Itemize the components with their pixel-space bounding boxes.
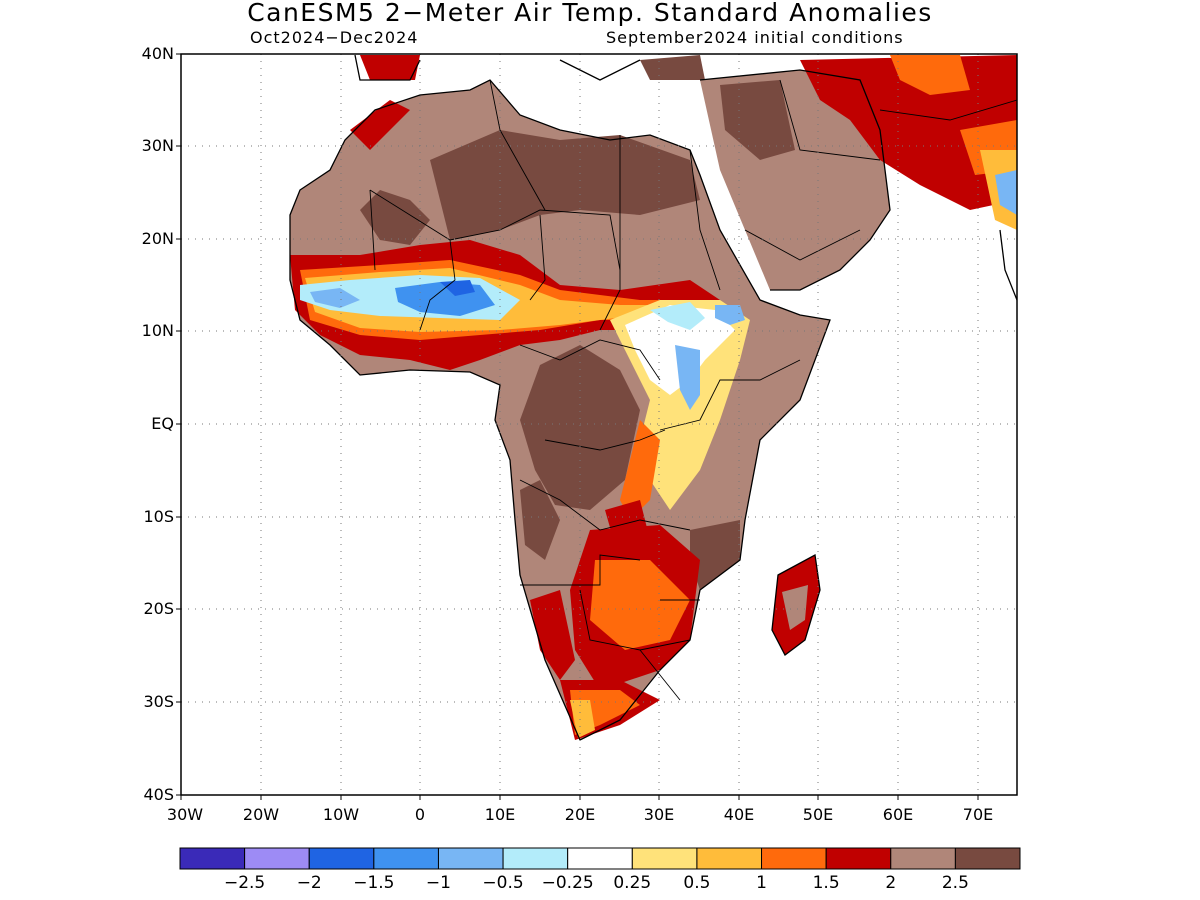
coastlines xyxy=(289,54,1017,741)
colorbar-label: −2.5 xyxy=(223,873,266,893)
colorbar-swatch xyxy=(437,847,504,870)
lon-tick-label: 30E xyxy=(643,805,675,824)
lat-tick-label: 20S xyxy=(143,599,174,618)
lon-tick-label: 20W xyxy=(242,805,280,824)
colorbar-swatch xyxy=(696,847,763,870)
colorbar-swatch xyxy=(761,847,827,870)
colorbar-label: 0.5 xyxy=(683,873,711,893)
colorbar-swatch xyxy=(631,847,698,870)
lat-tick-label: 40N xyxy=(141,44,174,63)
colorbar-label: −0.5 xyxy=(482,873,524,893)
colorbar xyxy=(179,847,1021,870)
colorbar-swatch xyxy=(373,847,439,870)
init-conditions-subtitle: September2024 initial conditions xyxy=(606,28,904,47)
colorbar-label: −0.25 xyxy=(541,873,594,893)
lat-tick-label: 10S xyxy=(143,507,174,526)
colorbar-label: 2 xyxy=(885,873,897,893)
colorbar-label: −1 xyxy=(425,873,451,893)
middle-east-land-shading xyxy=(640,55,1017,290)
colorbar-swatch xyxy=(502,847,569,870)
colorbar-swatch xyxy=(179,847,246,870)
lat-tick-label: 10N xyxy=(141,321,174,340)
lat-tick-label: 20N xyxy=(141,229,174,248)
lon-tick-label: 60E xyxy=(882,805,914,824)
lat-tick-label: 40S xyxy=(143,785,174,804)
period-subtitle: Oct2024−Dec2024 xyxy=(250,28,419,47)
colorbar-swatch xyxy=(825,847,892,870)
colorbar-label: 1.5 xyxy=(812,873,840,893)
colorbar-swatch xyxy=(244,847,310,870)
colorbar-label: −1.5 xyxy=(353,873,395,893)
colorbar-label: 2.5 xyxy=(941,873,969,893)
colorbar-swatch xyxy=(954,847,1021,870)
lat-tick-label: 30S xyxy=(143,692,174,711)
lon-tick-label: 10E xyxy=(484,805,516,824)
map-title: CanESM5 2−Meter Air Temp. Standard Anoma… xyxy=(247,0,933,27)
lat-tick-label: EQ xyxy=(151,414,174,433)
lon-tick-label: 50E xyxy=(802,805,834,824)
colorbar-swatch xyxy=(308,847,375,870)
lon-tick-label: 70E xyxy=(962,805,994,824)
map-plot-area xyxy=(181,54,1017,795)
colorbar-label: 1 xyxy=(756,873,767,893)
colorbar-swatch xyxy=(890,847,956,870)
lat-tick-label: 30N xyxy=(141,136,174,155)
lon-tick-label: 20E xyxy=(564,805,596,824)
tick-marks xyxy=(176,53,979,800)
lon-tick-label: 10W xyxy=(322,805,360,824)
lon-tick-label: 0 xyxy=(414,805,426,824)
country-borders xyxy=(369,79,1017,701)
colorbar-label: 0.25 xyxy=(613,873,652,893)
lon-tick-label: 40E xyxy=(723,805,755,824)
colorbar-label: −2 xyxy=(296,873,322,893)
africa-land-shading xyxy=(290,55,830,740)
lon-tick-label: 30W xyxy=(166,805,204,824)
colorbar-swatch xyxy=(567,847,633,870)
